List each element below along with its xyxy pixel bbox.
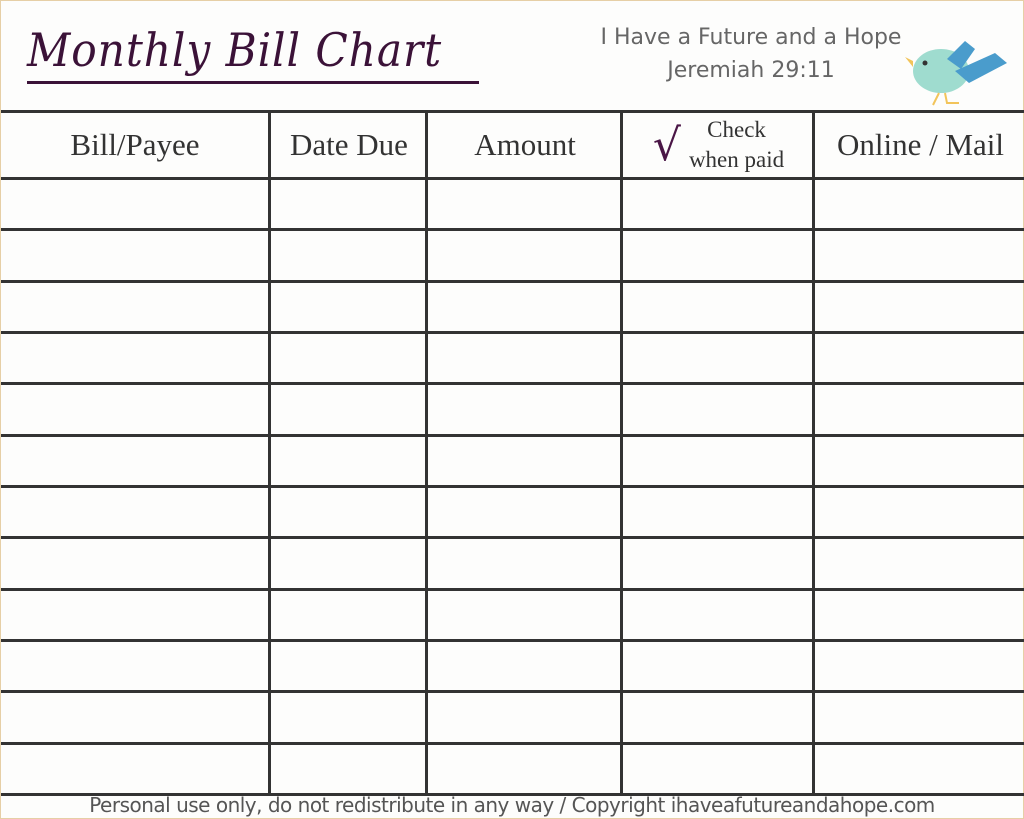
row-divider bbox=[1, 639, 1024, 642]
column-divider bbox=[425, 111, 428, 795]
verse-text: Jeremiah 29:11 bbox=[667, 58, 835, 83]
column-header-date-due: Date Due bbox=[290, 127, 408, 162]
column-header-online-mail: Online / Mail bbox=[836, 127, 1005, 162]
tagline: I Have a Future and a Hope Jeremiah 29:1… bbox=[561, 21, 941, 87]
row-divider bbox=[1, 793, 1024, 796]
row-divider bbox=[1, 742, 1024, 745]
row-divider bbox=[1, 331, 1024, 334]
header-rule bbox=[1, 110, 1024, 113]
row-divider bbox=[1, 280, 1024, 283]
column-divider bbox=[268, 111, 271, 795]
bird-icon bbox=[905, 41, 1007, 106]
title-underline bbox=[27, 81, 479, 84]
tagline-text: I Have a Future and a Hope bbox=[600, 25, 902, 50]
copyright-footer: Personal use only, do not redistribute i… bbox=[89, 793, 935, 817]
row-divider bbox=[1, 690, 1024, 693]
column-header-check-paid: √ Check when paid bbox=[624, 113, 813, 177]
row-divider bbox=[1, 228, 1024, 231]
row-divider bbox=[1, 588, 1024, 591]
row-divider bbox=[1, 536, 1024, 539]
header-rule bbox=[1, 177, 1024, 180]
column-header-bill-payee: Bill/Payee bbox=[70, 127, 200, 162]
column-header-amount: Amount bbox=[474, 127, 576, 162]
check-header-line1: Check bbox=[707, 117, 766, 142]
checkmark-icon: √ bbox=[652, 119, 681, 171]
row-divider bbox=[1, 382, 1024, 385]
column-divider bbox=[620, 111, 623, 795]
column-divider bbox=[812, 111, 815, 795]
row-divider bbox=[1, 485, 1024, 488]
page-title: Monthly Bill Chart bbox=[27, 23, 443, 77]
check-header-line2: when paid bbox=[688, 147, 785, 172]
row-divider bbox=[1, 434, 1024, 437]
